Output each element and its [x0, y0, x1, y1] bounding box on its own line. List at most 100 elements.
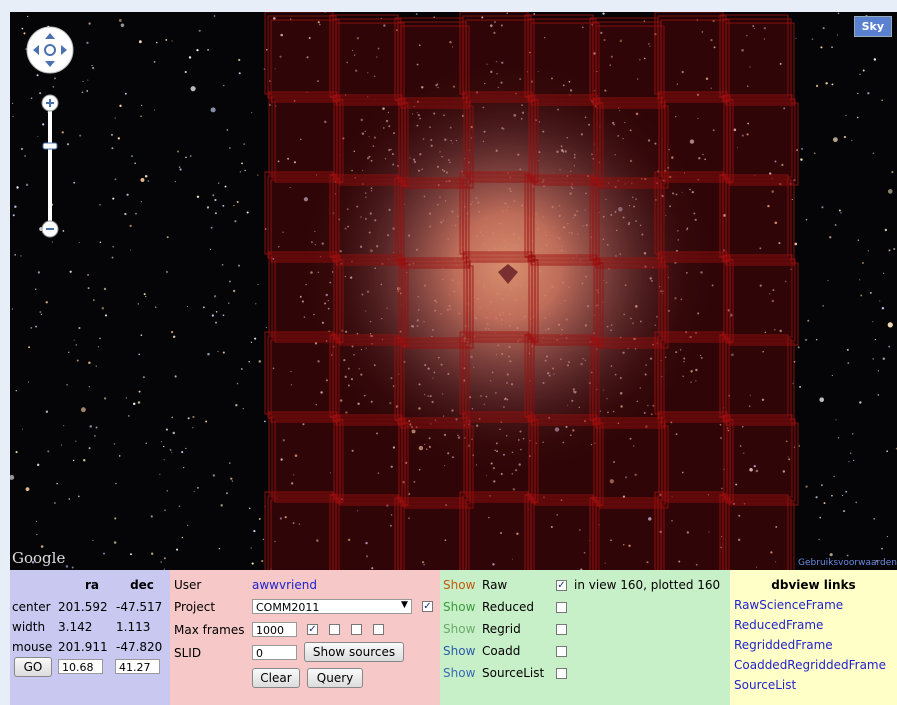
sky-map[interactable]: Sky Google Gebruiksvoorwaarden	[9, 11, 897, 589]
star	[774, 160, 777, 163]
dbview-link[interactable]: ReducedFrame	[734, 618, 824, 632]
max-frames-checkbox[interactable]	[373, 624, 384, 635]
frame	[335, 502, 405, 586]
star	[183, 467, 185, 469]
star	[353, 54, 356, 56]
coord-input[interactable]: 41.27	[115, 659, 160, 674]
star	[351, 449, 354, 452]
star	[877, 394, 880, 396]
star	[226, 129, 229, 131]
star	[144, 175, 148, 178]
frame	[658, 251, 728, 335]
frame	[722, 18, 792, 102]
frame	[657, 15, 727, 99]
zoom-control[interactable]	[41, 94, 59, 238]
max-frames-checkbox[interactable]	[307, 624, 318, 635]
coords-panel: ra dec center 201.592 -47.517 width 3.142 1.113…	[10, 570, 170, 705]
star	[217, 182, 220, 184]
layer-checkbox[interactable]	[556, 602, 567, 613]
frame	[528, 254, 598, 338]
star	[741, 425, 744, 428]
star	[639, 58, 641, 61]
star	[233, 204, 235, 207]
star	[135, 212, 137, 215]
terms-link[interactable]: Gebruiksvoorwaarden	[798, 558, 897, 568]
star	[21, 428, 23, 430]
max-frames-checkbox[interactable]	[329, 624, 340, 635]
max-frames-checkbox[interactable]	[351, 624, 362, 635]
frame	[534, 422, 604, 506]
show-word: Show	[443, 622, 476, 636]
star	[23, 32, 26, 35]
star	[408, 517, 410, 519]
star	[206, 206, 210, 209]
dbview-link[interactable]: SourceList	[734, 678, 797, 692]
dbview-link[interactable]: RegriddedFrame	[734, 638, 833, 652]
star	[238, 58, 241, 62]
clear-button[interactable]: Clear	[252, 668, 300, 688]
frame	[589, 337, 659, 421]
frame	[339, 102, 409, 186]
star	[145, 295, 147, 298]
star	[604, 562, 606, 564]
star	[101, 307, 105, 310]
frame	[723, 414, 793, 498]
star	[207, 352, 210, 356]
dbview-link[interactable]: RawScienceFrame	[734, 598, 844, 612]
star	[198, 29, 201, 32]
star	[847, 362, 850, 364]
frame	[332, 178, 402, 262]
frame	[530, 182, 600, 266]
layer-label: Coadd	[482, 644, 521, 658]
star	[69, 270, 72, 273]
map-type-button[interactable]: Sky	[853, 16, 892, 37]
frame	[660, 339, 730, 423]
frame	[658, 411, 728, 495]
coord-input[interactable]: 10.68	[58, 659, 103, 674]
slid-input[interactable]: 0	[252, 645, 297, 660]
max-frames-input[interactable]: 1000	[252, 622, 297, 637]
star	[140, 115, 143, 118]
layer-checkbox[interactable]	[556, 668, 567, 679]
star	[39, 92, 42, 95]
star	[815, 338, 818, 341]
star	[625, 476, 628, 479]
star	[83, 458, 86, 462]
star	[289, 187, 291, 189]
star	[721, 536, 723, 538]
star	[315, 404, 317, 406]
go-button[interactable]: GO	[14, 657, 52, 677]
star	[34, 288, 37, 291]
star	[71, 566, 74, 569]
star	[887, 322, 893, 328]
pan-control[interactable]	[26, 26, 74, 74]
star	[704, 158, 706, 161]
frame	[394, 177, 464, 261]
star	[787, 456, 789, 458]
star	[610, 539, 612, 542]
layer-checkbox[interactable]	[556, 580, 567, 591]
star	[681, 70, 684, 74]
star	[770, 551, 773, 554]
query-button[interactable]: Query	[307, 668, 363, 688]
layer-checkbox[interactable]	[556, 646, 567, 657]
dbview-link[interactable]: CoaddedRegriddedFrame	[734, 658, 886, 672]
star	[867, 250, 870, 252]
star	[723, 214, 726, 217]
frame	[729, 422, 799, 506]
star	[80, 407, 86, 413]
star	[544, 37, 546, 39]
dec-value: -47.517	[116, 600, 163, 614]
frame	[527, 18, 597, 102]
star	[137, 401, 141, 404]
project-select[interactable]: COMM2011	[252, 599, 412, 614]
star	[192, 415, 195, 419]
show-sources-button[interactable]: Show sources	[304, 642, 404, 662]
star	[258, 518, 261, 520]
star	[229, 462, 231, 464]
project-checkbox[interactable]	[422, 601, 433, 612]
star	[708, 494, 710, 496]
star	[212, 194, 215, 197]
layer-checkbox[interactable]	[556, 624, 567, 635]
star	[317, 80, 319, 83]
